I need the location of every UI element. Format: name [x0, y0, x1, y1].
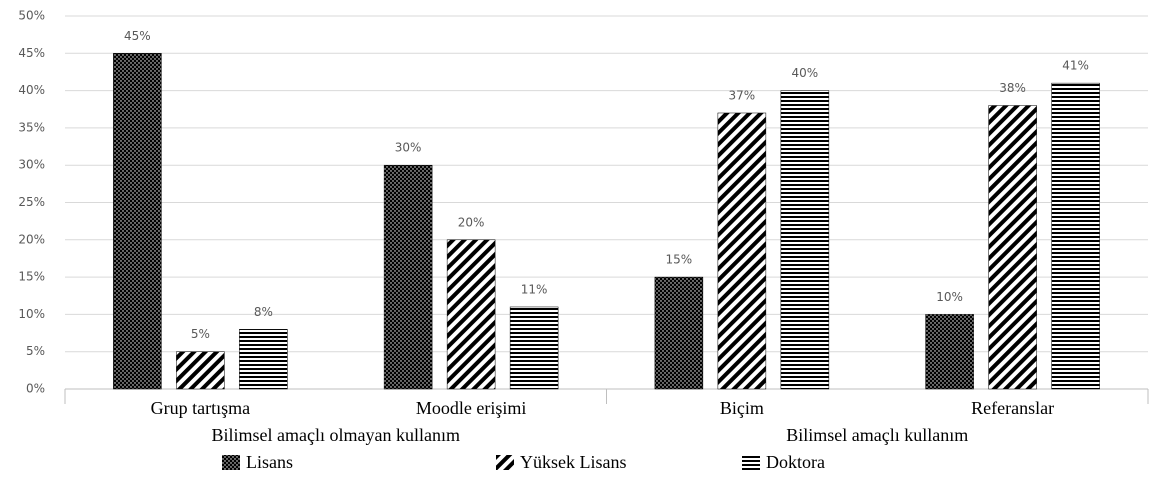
value-label: 30%	[395, 141, 422, 155]
value-label: 15%	[666, 253, 693, 267]
value-label: 40%	[792, 66, 819, 80]
value-label: 10%	[936, 290, 963, 304]
legend-swatch	[496, 455, 514, 470]
y-tick-label: 30%	[18, 158, 45, 172]
legend-label: Lisans	[246, 452, 293, 472]
legend-swatch	[742, 455, 760, 470]
value-label: 11%	[521, 282, 548, 296]
legend-swatch	[222, 455, 240, 470]
bar	[654, 276, 704, 390]
legend-label: Yüksek Lisans	[520, 452, 627, 472]
x-tick-label: Grup tartışma	[151, 398, 250, 418]
value-label: 37%	[729, 88, 756, 102]
value-label: 8%	[254, 305, 273, 319]
bar	[446, 239, 496, 390]
bar	[925, 314, 974, 390]
x-tick-label: Biçim	[720, 398, 764, 418]
y-tick-label: 5%	[26, 344, 45, 358]
y-tick-label: 0%	[26, 382, 45, 396]
y-tick-label: 15%	[18, 270, 45, 284]
bar	[780, 90, 830, 390]
y-tick-label: 25%	[18, 195, 45, 209]
x-tick-label: Referanslar	[971, 398, 1054, 418]
y-tick-label: 50%	[18, 9, 45, 23]
y-tick-label: 20%	[18, 232, 45, 246]
bar	[509, 306, 559, 390]
value-label: 45%	[124, 29, 151, 43]
value-label: 5%	[191, 327, 210, 341]
legend-label: Doktora	[766, 452, 825, 472]
bar	[176, 351, 225, 390]
bar	[383, 164, 433, 390]
bar	[988, 105, 1037, 390]
group-label: Bilimsel amaçlı olmayan kullanım	[212, 425, 460, 445]
y-tick-label: 35%	[18, 120, 45, 134]
bar	[239, 329, 288, 390]
x-tick-label: Moodle erişimi	[416, 398, 527, 418]
value-label: 41%	[1062, 59, 1089, 73]
bar	[1051, 82, 1100, 390]
y-tick-label: 10%	[18, 307, 45, 321]
bar	[717, 112, 767, 390]
value-label: 38%	[999, 81, 1026, 95]
group-label: Bilimsel amaçlı kullanım	[786, 425, 968, 445]
y-tick-label: 45%	[18, 46, 45, 60]
y-tick-label: 40%	[18, 83, 45, 97]
bar	[113, 53, 162, 390]
value-label: 20%	[458, 215, 485, 229]
